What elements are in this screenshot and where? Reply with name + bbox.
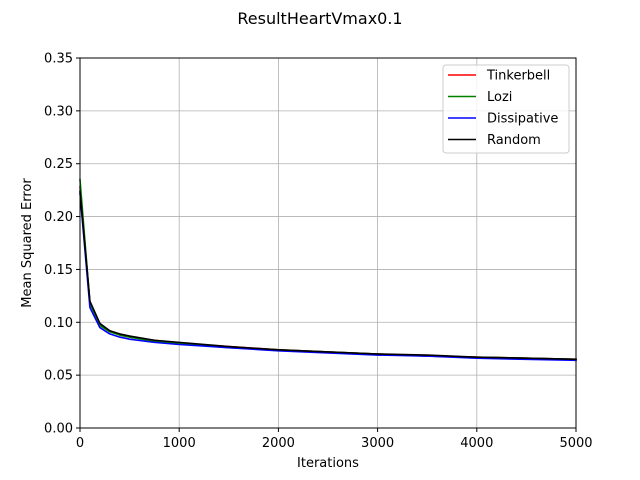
x-tick-label: 4000 xyxy=(460,436,493,451)
x-axis-label: Iterations xyxy=(297,456,359,471)
x-tick-label: 5000 xyxy=(559,436,592,451)
legend-box xyxy=(442,64,570,154)
x-tick-label: 1000 xyxy=(163,436,196,451)
legend-label-random: Random xyxy=(487,133,541,148)
y-tick-label: 0.20 xyxy=(44,210,73,225)
x-axis: 0 1000 2000 3000 4000 5000 xyxy=(76,428,593,451)
legend-label-dissipative: Dissipative xyxy=(487,112,558,127)
y-tick-label: 0.15 xyxy=(44,263,73,278)
y-tick-label: 0.05 xyxy=(44,369,73,384)
legend: Tinkerbell Lozi Dissipative Random xyxy=(442,64,570,154)
y-tick-label: 0.25 xyxy=(44,157,73,172)
legend-label-tinkerbell: Tinkerbell xyxy=(486,69,550,84)
legend-label-lozi: Lozi xyxy=(487,90,512,105)
x-tick-label: 2000 xyxy=(262,436,295,451)
x-tick-label: 3000 xyxy=(361,436,394,451)
y-axis-label: Mean Squared Error xyxy=(20,178,35,308)
y-tick-label: 0.00 xyxy=(44,422,73,437)
series-lines xyxy=(79,178,577,362)
y-axis: 0.00 0.05 0.10 0.15 0.20 0.25 0.30 0.35 xyxy=(44,52,80,437)
y-tick-label: 0.35 xyxy=(44,52,73,67)
series-line-random xyxy=(79,190,577,361)
chart-title: ResultHeartVmax0.1 xyxy=(237,9,402,28)
series-line-dissipative xyxy=(79,192,577,362)
y-tick-label: 0.10 xyxy=(44,316,73,331)
x-tick-label: 0 xyxy=(76,436,84,451)
y-tick-label: 0.30 xyxy=(44,104,73,119)
plot-frame xyxy=(79,57,577,429)
